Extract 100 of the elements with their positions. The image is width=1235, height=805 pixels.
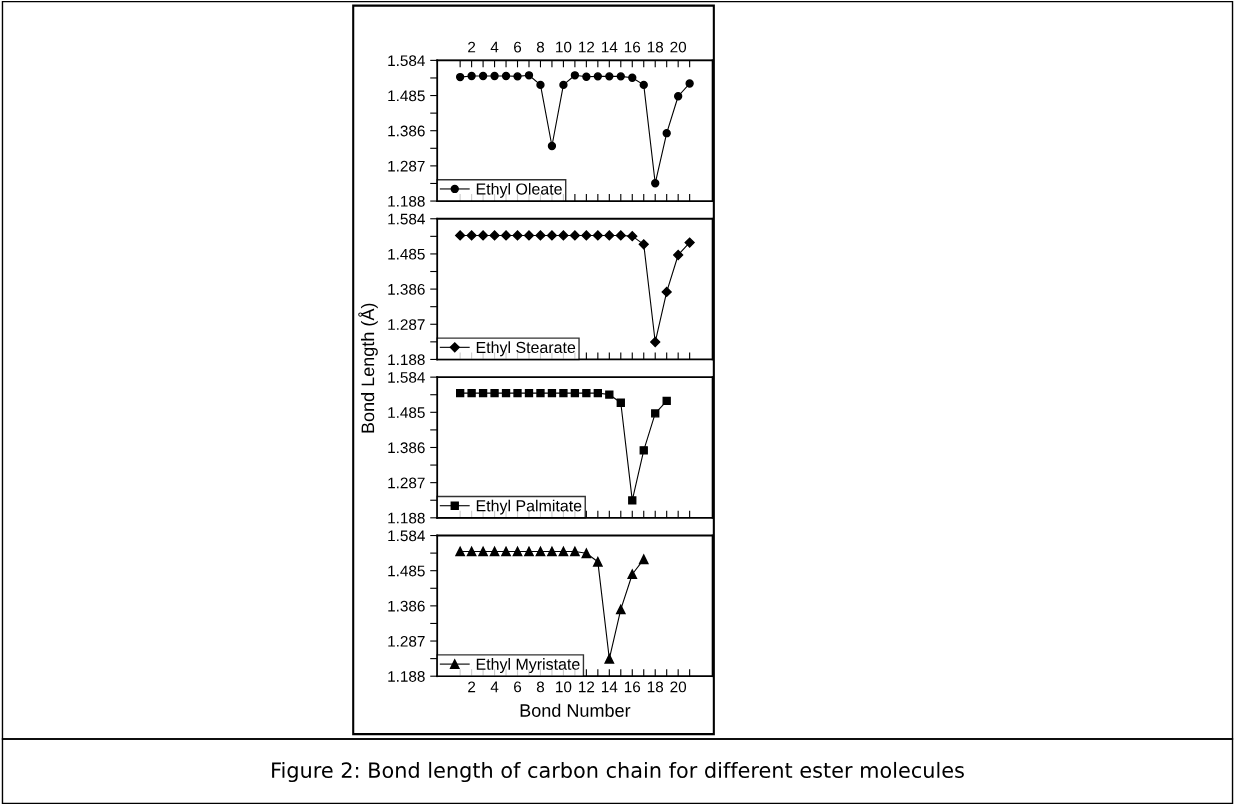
x-tick-label: 12	[579, 681, 595, 693]
x2-tick-label: 12	[579, 41, 595, 53]
point	[627, 231, 638, 242]
y-tick-label: 1.386	[388, 600, 425, 612]
point	[466, 230, 477, 241]
point	[512, 546, 523, 557]
point	[455, 546, 466, 557]
point	[592, 230, 603, 241]
point	[547, 388, 557, 398]
x2-tick-label: 18	[647, 41, 664, 53]
point	[546, 230, 558, 241]
legend-label: Ethyl Stearate	[476, 341, 576, 357]
point	[581, 548, 592, 559]
y-tick-label: 1.287	[388, 635, 425, 647]
x2-tick-label: 14	[601, 41, 618, 53]
x-axis-title: Bond Number	[520, 703, 631, 717]
point	[466, 546, 477, 557]
point	[501, 546, 511, 557]
point	[651, 179, 660, 188]
point	[535, 230, 546, 241]
point	[628, 496, 637, 505]
y-axis-title: Bond Length (Å)	[358, 303, 378, 433]
point	[593, 388, 603, 398]
point	[662, 129, 671, 138]
point	[581, 230, 592, 241]
point	[535, 546, 546, 557]
point	[536, 388, 545, 398]
point	[478, 546, 488, 557]
point	[489, 230, 500, 241]
point	[605, 390, 614, 399]
point	[661, 286, 672, 298]
x2-tick-label: 10	[556, 41, 572, 53]
point	[489, 546, 500, 557]
point	[593, 72, 603, 81]
x-tick-label: 4	[490, 681, 499, 693]
point	[615, 604, 626, 615]
legend-label: Ethyl Palmitate	[476, 499, 582, 515]
x2-tick-label: 8	[536, 41, 545, 53]
point	[558, 230, 569, 241]
y-tick-label: 1.188	[388, 354, 425, 366]
point	[455, 230, 466, 241]
point	[638, 554, 649, 565]
point	[627, 569, 638, 580]
point	[547, 546, 557, 557]
point	[524, 546, 534, 557]
point	[628, 73, 637, 82]
point	[558, 546, 569, 557]
y-tick-label: 1.485	[388, 565, 425, 577]
point	[604, 230, 615, 241]
point	[455, 388, 465, 398]
point	[662, 396, 671, 406]
y-tick-label: 1.584	[388, 213, 425, 225]
y-tick-label: 1.386	[388, 125, 425, 137]
point	[650, 336, 661, 348]
y-tick-label: 1.287	[388, 160, 425, 172]
x2-tick-label: 6	[514, 41, 522, 53]
point	[616, 398, 625, 407]
point	[536, 80, 545, 90]
point	[605, 72, 614, 81]
point	[490, 388, 499, 398]
x2-tick-label: 16	[624, 41, 641, 53]
point	[685, 79, 694, 88]
x-tick-label: 20	[670, 681, 687, 693]
point	[513, 388, 522, 398]
point	[639, 80, 648, 90]
legend-label: Ethyl Oleate	[476, 182, 562, 198]
x2-tick-label: 2	[468, 41, 476, 53]
point	[467, 71, 476, 81]
point	[477, 230, 489, 241]
point	[638, 239, 649, 250]
point	[604, 653, 615, 664]
point	[639, 446, 648, 455]
point	[651, 409, 660, 418]
point	[616, 72, 625, 81]
point	[501, 388, 511, 398]
y-tick-label: 1.188	[388, 195, 425, 207]
point	[547, 141, 557, 151]
x-tick-label: 6	[514, 681, 522, 693]
point	[478, 388, 488, 398]
y-tick-label: 1.188	[388, 671, 425, 682]
x-tick-label: 8	[536, 681, 545, 693]
y-tick-label: 1.584	[388, 530, 425, 542]
x2-tick-label: 20	[670, 41, 687, 53]
caption: Figure 2: Bond length of carbon chain for different ester molecules	[272, 761, 964, 783]
y-tick-label: 1.287	[388, 319, 425, 330]
y-tick-label: 1.188	[388, 512, 425, 524]
x-tick-label: 18	[647, 681, 664, 693]
point	[455, 72, 465, 82]
y-tick-label: 1.584	[388, 372, 425, 383]
x2-tick-label: 4	[490, 41, 499, 53]
y-tick-label: 1.386	[388, 442, 425, 454]
point	[592, 556, 603, 567]
point	[559, 388, 568, 398]
y-tick-label: 1.584	[388, 55, 425, 67]
point	[559, 80, 568, 90]
point	[582, 72, 591, 81]
y-tick-label: 1.485	[388, 248, 425, 260]
x-tick-label: 2	[468, 681, 476, 693]
point	[490, 71, 499, 81]
y-tick-label: 1.386	[388, 283, 425, 295]
